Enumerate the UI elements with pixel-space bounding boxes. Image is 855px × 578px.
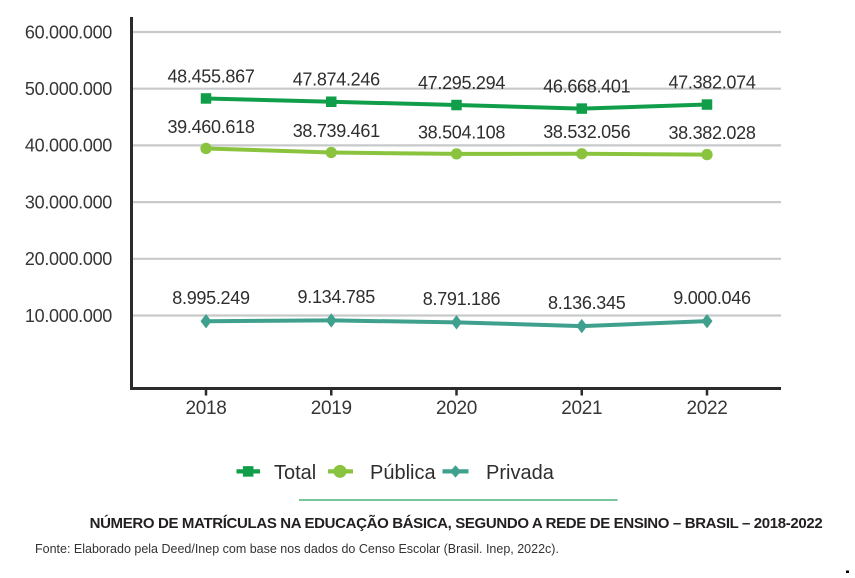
svg-text:2020: 2020 (436, 398, 477, 419)
svg-text:2018: 2018 (185, 398, 226, 419)
svg-text:8.791.186: 8.791.186 (423, 289, 501, 309)
svg-text:2022: 2022 (686, 398, 727, 419)
svg-text:30.000.000: 30.000.000 (25, 192, 112, 212)
svg-text:9.000.046: 9.000.046 (673, 288, 751, 308)
svg-text:10.000.000: 10.000.000 (25, 306, 112, 326)
svg-text:47.295.294: 47.295.294 (418, 73, 505, 93)
svg-text:50.000.000: 50.000.000 (25, 79, 112, 99)
svg-text:Total: Total (274, 462, 316, 484)
svg-text:40.000.000: 40.000.000 (25, 136, 112, 156)
svg-text:39.460.618: 39.460.618 (167, 117, 254, 137)
svg-text:Fonte: Elaborado pela Deed/Ine: Fonte: Elaborado pela Deed/Inep com base… (35, 542, 559, 556)
svg-text:47.874.246: 47.874.246 (293, 70, 380, 90)
svg-text:46.668.401: 46.668.401 (543, 76, 630, 96)
svg-text:48.455.867: 48.455.867 (167, 66, 254, 86)
svg-text:20.000.000: 20.000.000 (25, 249, 112, 269)
svg-text:8.136.345: 8.136.345 (548, 293, 626, 313)
svg-text:NÚMERO DE MATRÍCULAS NA EDUCAÇ: NÚMERO DE MATRÍCULAS NA EDUCAÇÃO BÁSICA,… (90, 514, 823, 532)
svg-text:Privada: Privada (486, 462, 555, 484)
svg-text:38.739.461: 38.739.461 (293, 121, 380, 141)
svg-text:2019: 2019 (311, 398, 352, 419)
svg-text:9.134.785: 9.134.785 (298, 287, 376, 307)
svg-text:Pública: Pública (370, 462, 436, 484)
svg-text:60.000.000: 60.000.000 (25, 22, 112, 42)
svg-text:38.382.028: 38.382.028 (668, 123, 755, 143)
svg-text:47.382.074: 47.382.074 (668, 72, 755, 92)
svg-text:38.532.056: 38.532.056 (543, 122, 630, 142)
svg-text:2021: 2021 (561, 398, 602, 419)
svg-text:38.504.108: 38.504.108 (418, 122, 505, 142)
svg-text:8.995.249: 8.995.249 (172, 288, 250, 308)
